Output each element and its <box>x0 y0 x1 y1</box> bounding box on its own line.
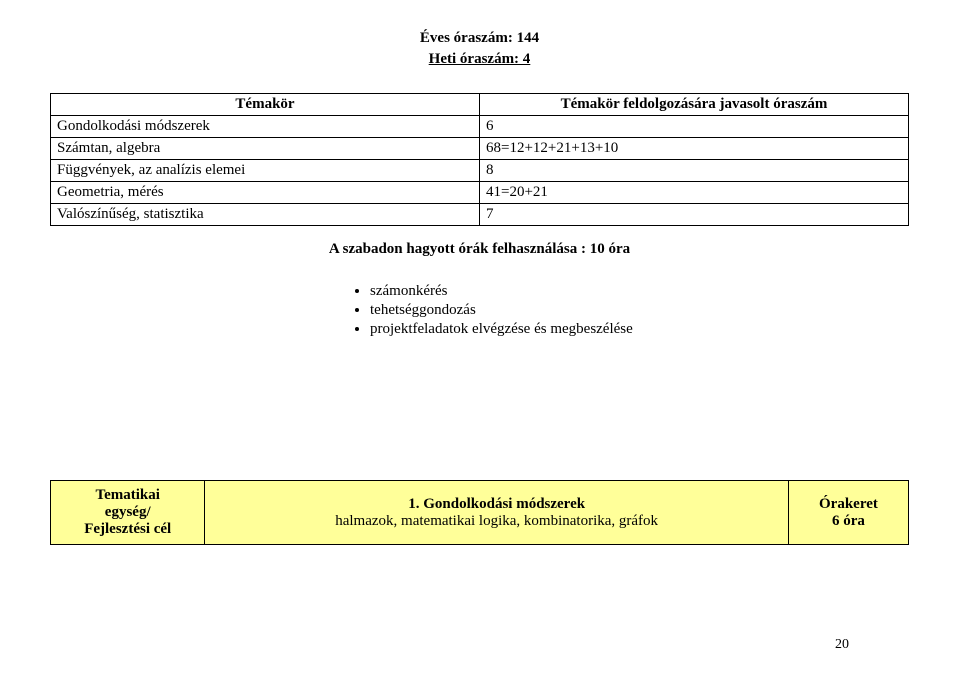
table-row: Számtan, algebra 68=12+12+21+13+10 <box>51 138 909 160</box>
annual-hours: Éves óraszám: 144 <box>50 30 909 47</box>
unit-mid-cell: 1. Gondolkodási módszerek halmazok, mate… <box>205 481 788 545</box>
list-item: tehetséggondozás <box>370 302 909 319</box>
unit-right-cell: Órakeret 6 óra <box>788 481 908 545</box>
weekly-hours: Heti óraszám: 4 <box>50 51 909 68</box>
unit-left-cell: Tematikai egység/ Fejlesztési cél <box>51 481 205 545</box>
table-row: Gondolkodási módszerek 6 <box>51 116 909 138</box>
table-header-row: Témakör Témakör feldolgozására javasolt … <box>51 94 909 116</box>
free-hours-heading: A szabadon hagyott órák felhasználása : … <box>50 241 909 258</box>
unit-right-line2: 6 óra <box>797 513 900 530</box>
cell-topic: Valószínűség, statisztika <box>51 204 480 226</box>
cell-hours: 8 <box>480 160 909 182</box>
table-row: Geometria, mérés 41=20+21 <box>51 182 909 204</box>
cell-topic: Geometria, mérés <box>51 182 480 204</box>
topics-table: Témakör Témakör feldolgozására javasolt … <box>50 93 909 226</box>
cell-hours: 7 <box>480 204 909 226</box>
thematic-unit-table: Tematikai egység/ Fejlesztési cél 1. Gon… <box>50 480 909 545</box>
header-col1: Témakör <box>51 94 480 116</box>
unit-left-line1: Tematikai <box>59 487 196 504</box>
page-number: 20 <box>835 637 849 653</box>
list-item: számonkérés <box>370 283 909 300</box>
table-row: Függvények, az analízis elemei 8 <box>51 160 909 182</box>
unit-left-line2: egység/ <box>59 504 196 521</box>
cell-topic: Függvények, az analízis elemei <box>51 160 480 182</box>
cell-hours: 41=20+21 <box>480 182 909 204</box>
spacer <box>50 340 909 480</box>
cell-topic: Gondolkodási módszerek <box>51 116 480 138</box>
list-item: projektfeladatok elvégzése és megbeszélé… <box>370 321 909 338</box>
cell-hours: 68=12+12+21+13+10 <box>480 138 909 160</box>
cell-hours: 6 <box>480 116 909 138</box>
table-row: Valószínűség, statisztika 7 <box>51 204 909 226</box>
header-col2: Témakör feldolgozására javasolt óraszám <box>480 94 909 116</box>
unit-row: Tematikai egység/ Fejlesztési cél 1. Gon… <box>51 481 909 545</box>
unit-title: 1. Gondolkodási módszerek <box>213 496 779 513</box>
cell-topic: Számtan, algebra <box>51 138 480 160</box>
unit-left-line3: Fejlesztési cél <box>59 521 196 538</box>
document-header: Éves óraszám: 144 Heti óraszám: 4 <box>50 30 909 68</box>
usage-list: számonkérés tehetséggondozás projektfela… <box>370 283 909 338</box>
unit-subtitle: halmazok, matematikai logika, kombinator… <box>213 513 779 530</box>
unit-right-line1: Órakeret <box>797 496 900 513</box>
